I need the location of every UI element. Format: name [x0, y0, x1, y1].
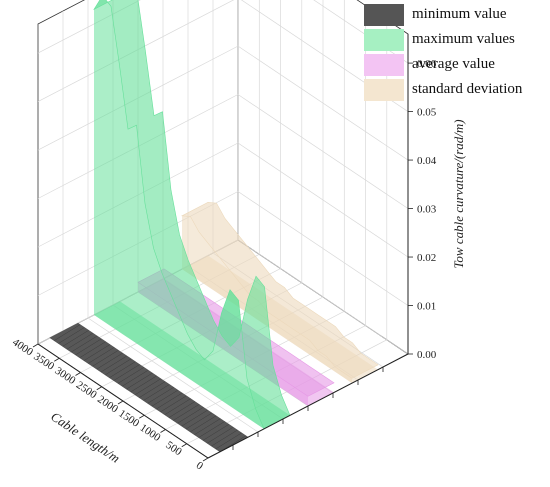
x-tick [54, 357, 60, 362]
min-texture [113, 364, 140, 381]
x-tick [160, 429, 166, 433]
min-texture [134, 378, 162, 395]
z-tick-label: 0.02 [417, 252, 436, 264]
legend-item-average: average value [364, 52, 548, 77]
x-tick-label: 4000 [10, 336, 35, 359]
min-texture [109, 361, 136, 378]
min-texture [177, 407, 204, 424]
legend-swatch-average [364, 53, 404, 76]
min-texture [147, 387, 174, 404]
min-texture [83, 344, 111, 361]
x-tick [117, 400, 124, 405]
series-curtain-3 [182, 215, 352, 384]
min-texture [117, 367, 145, 384]
legend-item-minimum: minimum value [364, 2, 548, 27]
z-axis-title: Tow cable curvature/(rad/m) [451, 119, 466, 268]
z-tick-label: 0.00 [417, 349, 437, 361]
min-texture [143, 384, 170, 401]
min-texture [190, 415, 217, 433]
x-tick-label: 0 [194, 459, 206, 472]
min-texture [92, 350, 119, 367]
min-texture [168, 401, 196, 418]
min-texture [66, 332, 94, 350]
legend: minimum value maximum values average val… [364, 2, 548, 102]
min-texture [160, 395, 187, 413]
legend-label-maximum: maximum values [412, 31, 515, 47]
min-texture [211, 429, 238, 447]
min-texture [126, 372, 153, 390]
x-tick-label: 500 [163, 439, 184, 458]
z-tick-label: 0.05 [417, 107, 437, 119]
x-axis-title: Cable length/m [48, 409, 123, 466]
x-tick [202, 457, 209, 462]
min-texture [122, 370, 149, 387]
min-texture [105, 358, 132, 376]
min-texture [215, 432, 242, 450]
min-texture [202, 424, 230, 441]
x-tick [139, 414, 145, 419]
min-texture [54, 324, 81, 341]
min-texture [164, 398, 191, 415]
legend-swatch-minimum [364, 3, 404, 26]
legend-swatch-stddev [364, 78, 404, 101]
min-texture [151, 389, 179, 407]
min-texture [75, 338, 102, 356]
legend-item-maximum: maximum values [364, 27, 548, 52]
x-tick [75, 372, 81, 376]
depth-gridline [87, 0, 259, 433]
min-texture [71, 335, 98, 353]
series-layer [49, 0, 379, 453]
min-texture [58, 327, 85, 344]
series-curtain-1 [94, 0, 264, 429]
min-texture [198, 421, 225, 438]
min-texture [130, 375, 157, 393]
min-texture [100, 355, 128, 373]
min-texture [181, 409, 208, 427]
min-texture [62, 330, 89, 347]
z-tick-label: 0.01 [417, 301, 436, 313]
min-texture [139, 381, 166, 398]
z-tick-label: 0.03 [417, 204, 437, 216]
min-texture [194, 418, 221, 435]
legend-swatch-maximum [364, 28, 404, 51]
min-texture [185, 412, 213, 430]
series-curtain-0 [50, 337, 220, 452]
min-texture [96, 352, 123, 370]
legend-label-minimum: minimum value [412, 6, 507, 22]
x-tick [96, 386, 102, 391]
min-texture [88, 347, 115, 364]
legend-label-stddev: standard deviation [412, 81, 523, 97]
legend-label-average: average value [412, 56, 495, 72]
z-tick-label: 0.06 [417, 58, 437, 70]
z-tick-label: 0.04 [417, 155, 437, 167]
legend-item-stddev: standard deviation [364, 77, 548, 102]
min-texture [173, 404, 200, 421]
x-tick [32, 343, 39, 348]
min-texture [79, 341, 106, 358]
min-texture [156, 392, 183, 410]
x-tick [181, 443, 187, 448]
min-texture [207, 427, 234, 444]
